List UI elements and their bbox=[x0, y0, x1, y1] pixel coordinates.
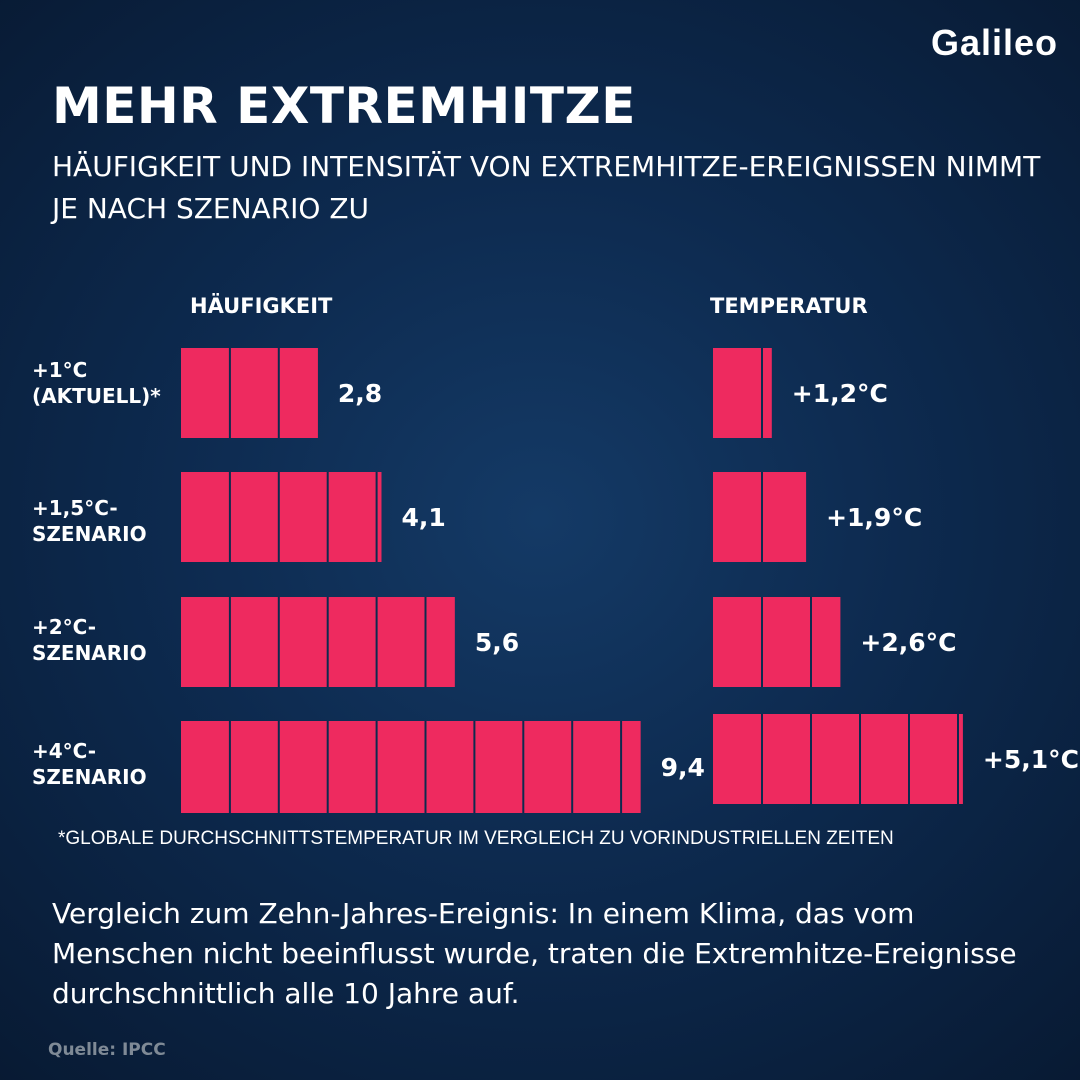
data-label-freq-1: 4,1 bbox=[401, 503, 445, 532]
row-label-line: +4°C- bbox=[32, 739, 97, 763]
bar-temp-0 bbox=[713, 348, 772, 438]
row-label-line: SZENARIO bbox=[32, 641, 147, 665]
galileo-logo: Galileo bbox=[930, 22, 1058, 63]
bar-freq-fill bbox=[181, 472, 382, 562]
bar-freq-3 bbox=[181, 721, 641, 813]
row-label-line: +1,5°C- bbox=[32, 496, 118, 520]
frequency-column-header: HÄUFIGKEIT bbox=[190, 294, 333, 318]
row-label-line: (AKTUELL)* bbox=[32, 384, 161, 408]
data-label-temp-3: +5,1°C bbox=[983, 745, 1079, 774]
bar-temp-1 bbox=[713, 472, 807, 562]
footnote: *GLOBALE DURCHSCHNITTSTEMPERATUR IM VERG… bbox=[58, 828, 894, 849]
bar-freq-fill bbox=[181, 721, 641, 813]
bar-temp-3 bbox=[713, 714, 963, 804]
page-subtitle: HÄUFIGKEIT UND INTENSITÄT VON EXTREMHITZ… bbox=[52, 150, 1041, 225]
row-label-line: SZENARIO bbox=[32, 765, 147, 789]
bar-freq-fill bbox=[181, 348, 318, 438]
row-label-2: +2°C- SZENARIO bbox=[32, 614, 182, 666]
page-title: MEHR EXTREMHITZE bbox=[52, 77, 636, 135]
bar-freq-1 bbox=[181, 472, 382, 562]
data-label-freq-0: 2,8 bbox=[338, 379, 382, 408]
bar-freq-2 bbox=[181, 597, 455, 687]
data-label-temp-0: +1,2°C bbox=[792, 379, 888, 408]
row-label-line: +1°C bbox=[32, 358, 88, 382]
row-label-line: SZENARIO bbox=[32, 522, 147, 546]
data-label-temp-2: +2,6°C bbox=[860, 628, 956, 657]
bar-temp-2 bbox=[713, 597, 841, 687]
row-label-line: +2°C- bbox=[32, 615, 97, 639]
row-label-1-5: +1,5°C- SZENARIO bbox=[32, 495, 182, 547]
explanation-text: Vergleich zum Zehn-Jahres-Ereignis: In e… bbox=[52, 897, 1017, 1010]
data-label-freq-2: 5,6 bbox=[475, 628, 519, 657]
bar-temp-fill bbox=[713, 714, 963, 804]
temperature-column-header: TEMPERATUR bbox=[710, 294, 868, 318]
row-label-4: +4°C- SZENARIO bbox=[32, 738, 182, 790]
source-credit: Quelle: IPCC bbox=[48, 1040, 166, 1060]
bar-freq-0 bbox=[181, 348, 318, 438]
bar-temp-fill bbox=[713, 472, 807, 562]
row-label-current: +1°C (AKTUELL)* bbox=[32, 357, 182, 409]
data-label-temp-1: +1,9°C bbox=[826, 503, 922, 532]
data-label-freq-3: 9,4 bbox=[661, 753, 705, 782]
bar-freq-fill bbox=[181, 597, 455, 687]
bar-temp-fill bbox=[713, 597, 841, 687]
